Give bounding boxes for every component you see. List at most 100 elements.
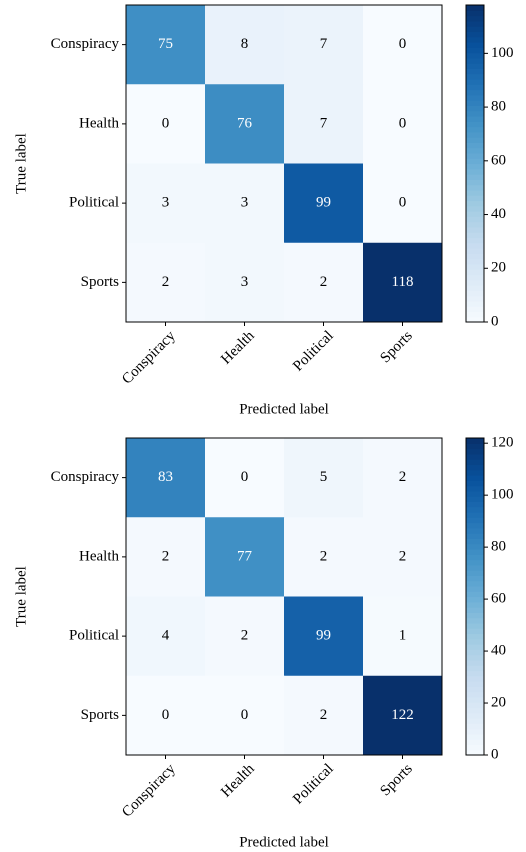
cell-label: 0: [399, 195, 407, 211]
y-axis-label: True label: [13, 133, 29, 194]
colorbar-segment: [466, 522, 484, 529]
colorbar-segment: [466, 448, 484, 455]
cell-label: 1: [399, 628, 407, 644]
colorbar-frame: [465, 4, 485, 323]
colorbar-segment: [466, 311, 484, 318]
colorbar-segment: [466, 654, 484, 661]
x-tick-label: Conspiracy: [119, 328, 179, 388]
cell-label: 5: [320, 469, 328, 485]
colorbar-tick-label: 0: [491, 746, 499, 762]
cell-label: 118: [392, 274, 414, 290]
y-tick-label: Sports: [81, 707, 120, 723]
colorbar-segment: [466, 517, 484, 524]
cell: [363, 5, 443, 85]
colorbar-segment: [466, 15, 484, 22]
colorbar-segment: [466, 670, 484, 677]
cell-label: 2: [320, 548, 328, 564]
cell-label: 122: [391, 707, 414, 723]
colorbar-segment: [466, 237, 484, 244]
colorbar-segment: [466, 232, 484, 239]
colorbar-segment: [466, 47, 484, 54]
colorbar-segment: [466, 675, 484, 682]
colorbar-segment: [466, 744, 484, 751]
colorbar-segment: [466, 570, 484, 576]
colorbar-segment: [466, 554, 484, 561]
colorbar-tick-label: 60: [491, 152, 506, 168]
cell: [363, 242, 443, 323]
colorbar-segment: [466, 464, 484, 471]
colorbar-segment: [466, 126, 484, 133]
cell-label: 76: [237, 115, 253, 131]
cell: [284, 84, 364, 164]
colorbar-segment: [466, 733, 484, 740]
cell: [284, 242, 364, 323]
cell: [205, 84, 285, 164]
colorbar-tick-label: 40: [491, 206, 506, 222]
cell: [126, 675, 206, 756]
colorbar-segment: [466, 226, 484, 233]
colorbar-segment: [466, 242, 484, 249]
colorbar-segment: [466, 285, 484, 291]
colorbar-segment: [466, 20, 484, 27]
cell: [363, 596, 443, 677]
colorbar-segment: [466, 168, 484, 175]
colorbar-segment: [466, 179, 484, 186]
axes-frame: [125, 437, 443, 756]
colorbar-segment: [466, 543, 484, 550]
colorbar-segment: [466, 211, 484, 217]
colorbar-segment: [466, 559, 484, 566]
colorbar-tick-label: 40: [491, 643, 506, 659]
colorbar-segment: [466, 300, 484, 307]
cell-label: 0: [241, 469, 249, 485]
colorbar-segment: [466, 633, 484, 640]
colorbar-segment: [466, 52, 484, 59]
cell: [363, 84, 443, 164]
colorbar-segment: [466, 443, 484, 450]
y-tick-label: Conspiracy: [51, 36, 120, 52]
cell-label: 2: [399, 469, 407, 485]
colorbar-segment: [466, 152, 484, 159]
y-tick-label: Political: [69, 628, 119, 644]
colorbar-segment: [466, 263, 484, 270]
cell: [205, 517, 285, 597]
x-axis-label: Predicted label: [239, 834, 329, 850]
colorbar-segment: [466, 290, 484, 297]
colorbar-segment: [466, 316, 484, 323]
colorbar-tick-label: 120: [491, 435, 514, 451]
colorbar-segment: [466, 258, 484, 265]
colorbar-segment: [466, 131, 484, 138]
colorbar-frame: [465, 437, 485, 756]
cell: [363, 675, 443, 756]
cell-label: 2: [162, 548, 170, 564]
cell: [205, 596, 285, 677]
colorbar-segment: [466, 5, 484, 11]
colorbar-segment: [466, 575, 484, 582]
cell-label: 2: [162, 274, 170, 290]
colorbar-segment: [466, 622, 484, 629]
cell-label: 2: [320, 274, 328, 290]
x-tick-label: Health: [218, 761, 258, 801]
colorbar-segment: [466, 585, 484, 592]
colorbar-segment: [466, 57, 484, 64]
cell-label: 3: [241, 195, 249, 211]
colorbar-segment: [466, 607, 484, 613]
colorbar-segment: [466, 306, 484, 313]
cell-label: 7: [320, 36, 328, 52]
colorbar-segment: [466, 121, 484, 128]
colorbar-segment: [466, 591, 484, 598]
x-tick-label: Conspiracy: [119, 761, 179, 821]
colorbar-segment: [466, 649, 484, 656]
colorbar-segment: [466, 485, 484, 492]
colorbar-segment: [466, 601, 484, 608]
cell-label: 99: [316, 195, 331, 211]
colorbar-segment: [466, 137, 484, 143]
colorbar-segment: [466, 696, 484, 703]
colorbar-segment: [466, 496, 484, 502]
cell: [126, 517, 206, 597]
colorbar-segment: [466, 31, 484, 38]
colorbar-segment: [466, 644, 484, 650]
colorbar-segment: [466, 195, 484, 202]
cell: [284, 675, 364, 756]
colorbar-tick-label: 100: [491, 45, 514, 61]
